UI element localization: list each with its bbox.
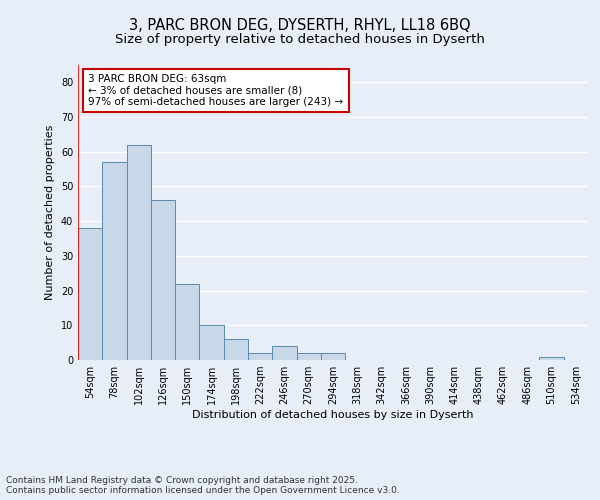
Text: 3 PARC BRON DEG: 63sqm
← 3% of detached houses are smaller (8)
97% of semi-detac: 3 PARC BRON DEG: 63sqm ← 3% of detached … xyxy=(88,74,343,107)
Bar xyxy=(199,326,224,360)
Bar xyxy=(272,346,296,360)
Bar xyxy=(175,284,199,360)
Bar xyxy=(224,339,248,360)
X-axis label: Distribution of detached houses by size in Dyserth: Distribution of detached houses by size … xyxy=(192,410,474,420)
Bar xyxy=(539,356,564,360)
Bar xyxy=(321,353,345,360)
Bar xyxy=(248,353,272,360)
Y-axis label: Number of detached properties: Number of detached properties xyxy=(45,125,55,300)
Bar xyxy=(78,228,102,360)
Bar xyxy=(296,353,321,360)
Text: Size of property relative to detached houses in Dyserth: Size of property relative to detached ho… xyxy=(115,32,485,46)
Bar xyxy=(127,145,151,360)
Text: Contains HM Land Registry data © Crown copyright and database right 2025.
Contai: Contains HM Land Registry data © Crown c… xyxy=(6,476,400,495)
Bar xyxy=(151,200,175,360)
Text: 3, PARC BRON DEG, DYSERTH, RHYL, LL18 6BQ: 3, PARC BRON DEG, DYSERTH, RHYL, LL18 6B… xyxy=(129,18,471,32)
Bar xyxy=(102,162,127,360)
